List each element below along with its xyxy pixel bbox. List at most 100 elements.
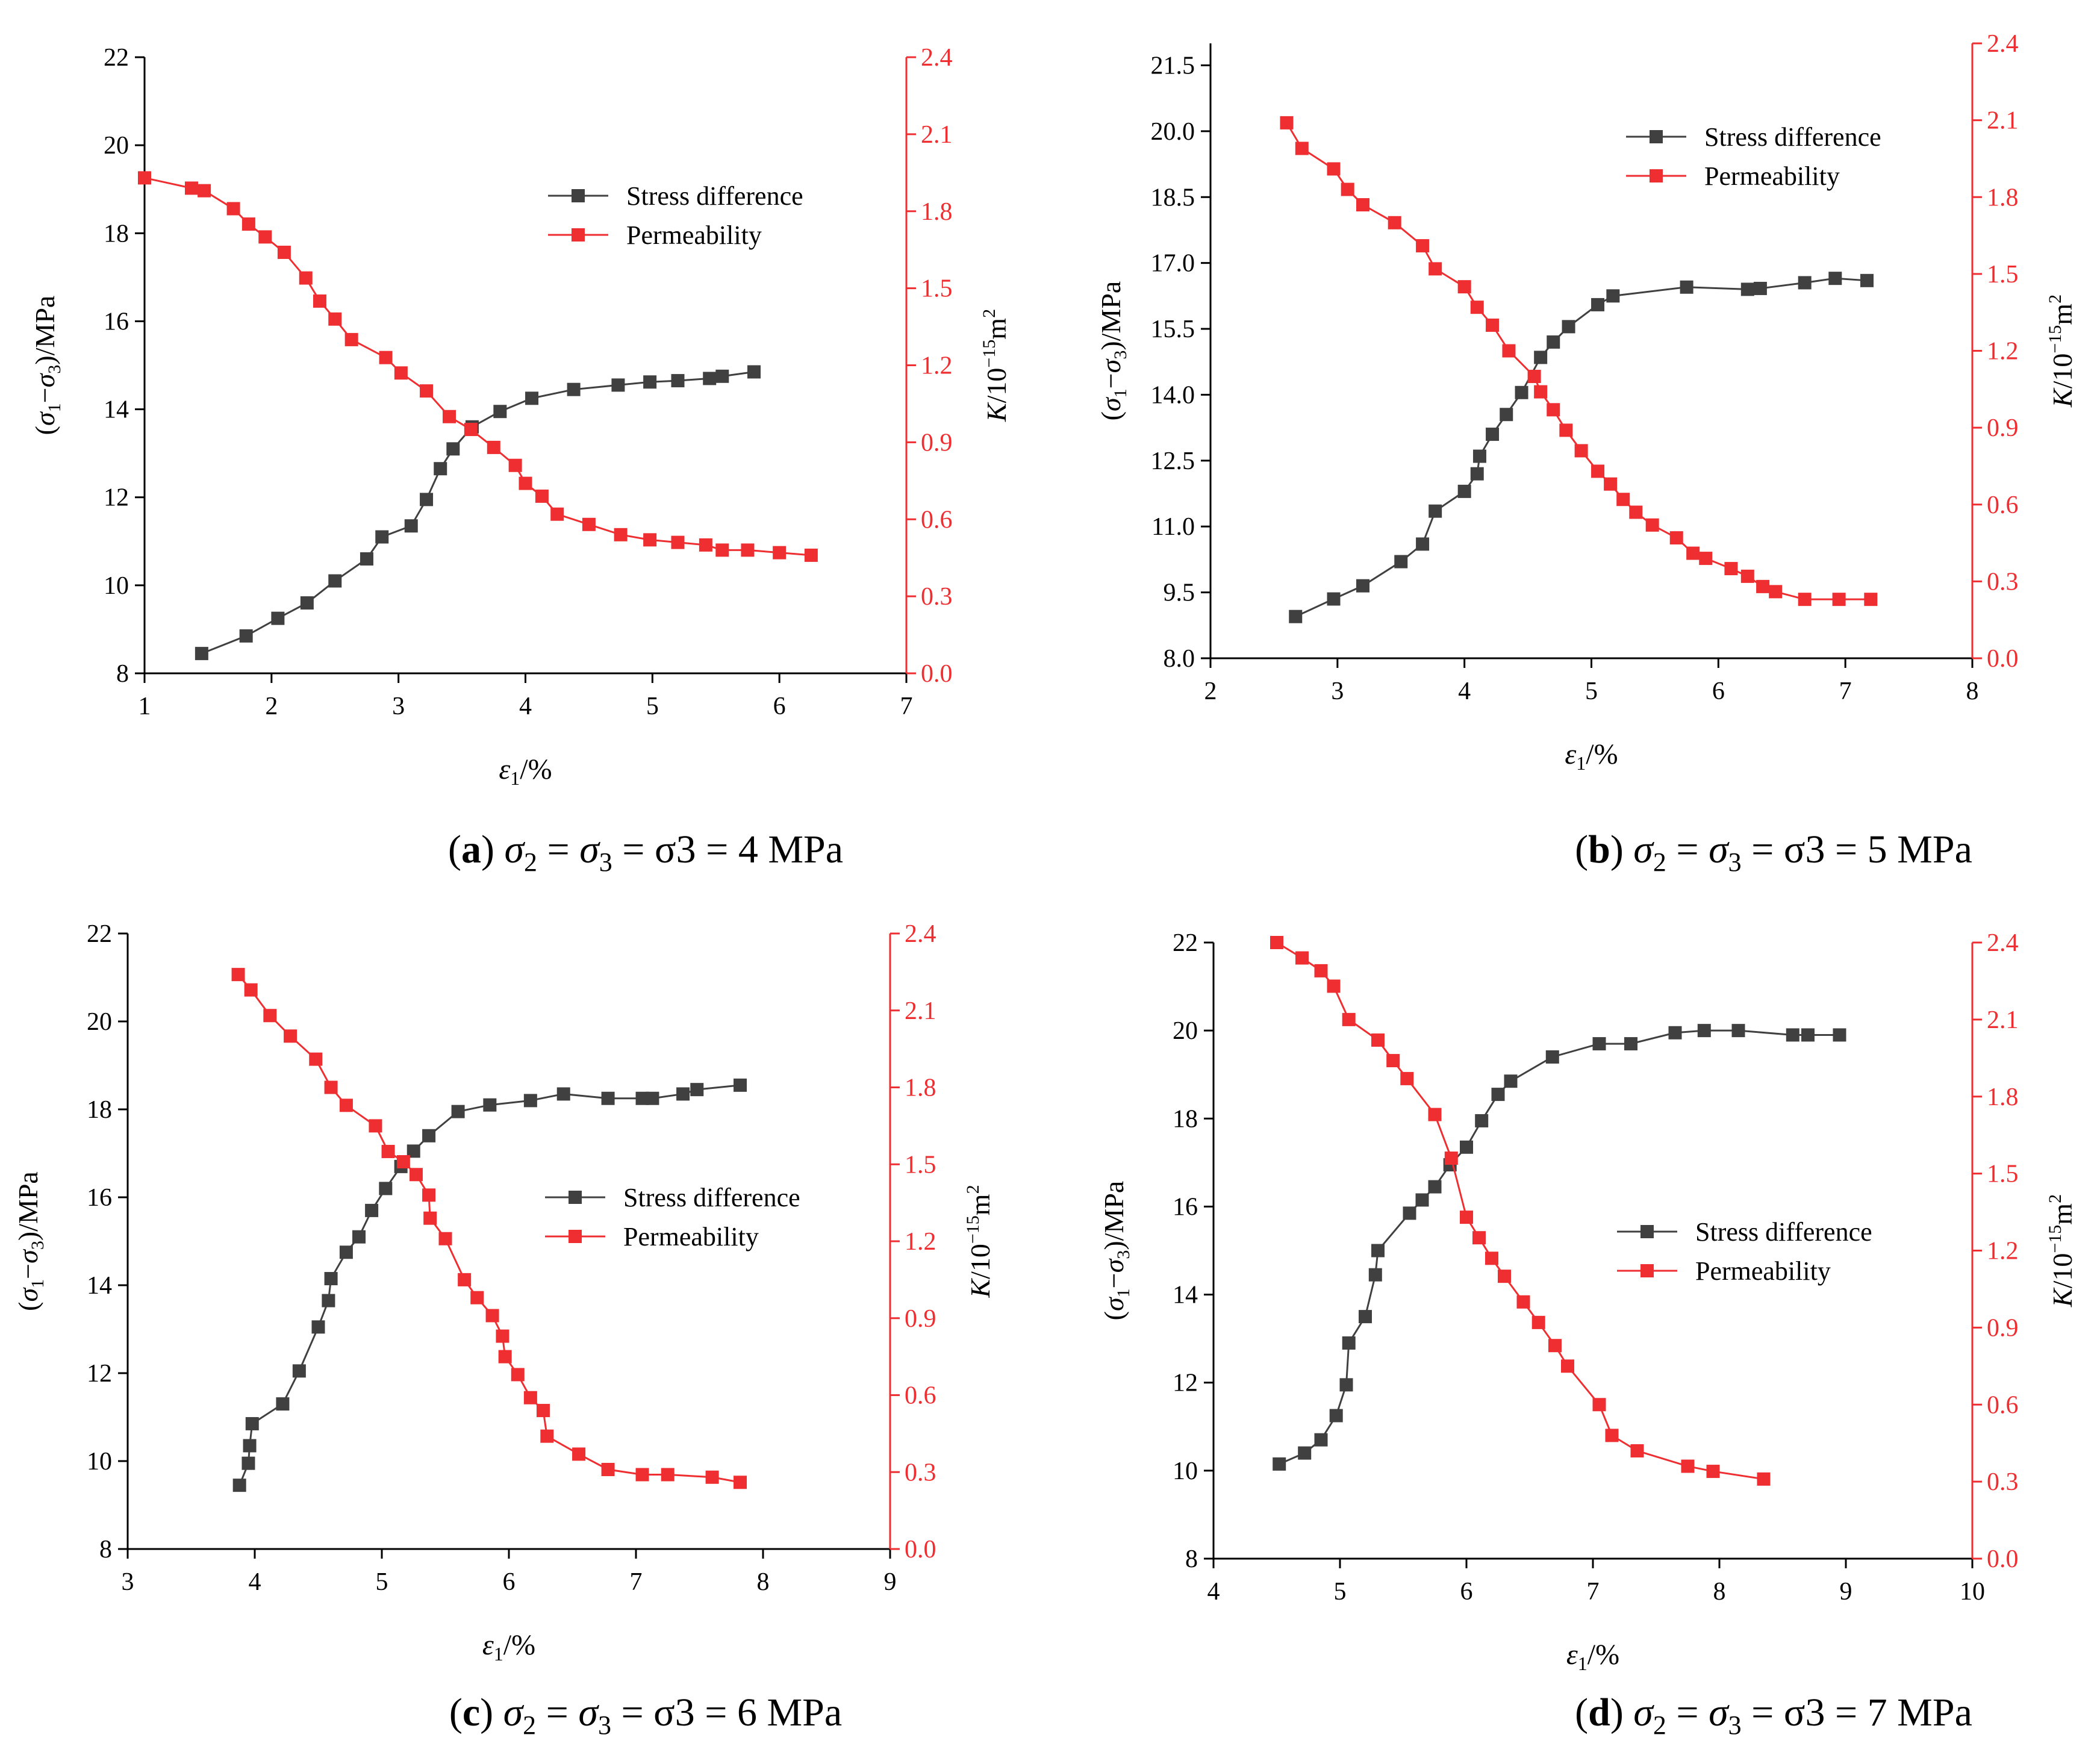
right-axis-title: K/10−15m2: [2045, 1194, 2078, 1308]
right-tick-label: 2.4: [1987, 929, 2019, 957]
permeability-point: [1592, 1398, 1606, 1412]
permeability-point: [1460, 1211, 1473, 1224]
permeability-point: [1681, 1459, 1695, 1473]
permeability-point: [540, 1429, 554, 1443]
left-tick-label: 16: [87, 1184, 112, 1212]
left-axis-title: (σ1−σ3)/MPa: [1098, 1181, 1133, 1321]
permeability-point: [1798, 593, 1812, 606]
left-tick-label: 14: [87, 1272, 112, 1300]
stress-point: [1371, 1244, 1385, 1258]
stress-point: [567, 382, 581, 396]
left-tick-label: 11.0: [1151, 513, 1195, 541]
stress-point: [407, 1144, 420, 1158]
stress-series-line: [238, 1084, 741, 1486]
stress-point: [365, 1203, 379, 1217]
stress-point: [1327, 592, 1341, 606]
right-tick-label: 0.3: [1987, 568, 2019, 596]
permeability-point: [1645, 518, 1659, 532]
right-tick-label: 1.5: [921, 275, 953, 303]
left-tick-label: 18: [87, 1096, 112, 1124]
permeability-point: [198, 184, 211, 198]
permeability-point: [1629, 505, 1643, 519]
legend-marker: [572, 228, 585, 242]
left-tick-label: 10: [1173, 1457, 1198, 1485]
permeability-point: [536, 1404, 550, 1418]
x-tick-label: 3: [122, 1568, 134, 1596]
stress-point: [1786, 1028, 1799, 1042]
permeability-point: [1534, 385, 1548, 399]
permeability-point: [1280, 116, 1294, 129]
panel-caption: (d) σ2 = σ3 = σ3 = 7 MPa: [1575, 1691, 1972, 1740]
left-tick-label: 20: [1173, 1017, 1198, 1045]
stress-point: [271, 611, 285, 625]
left-tick-label: 18: [1173, 1105, 1198, 1133]
stress-point: [703, 372, 717, 385]
permeability-point: [1498, 1270, 1511, 1283]
permeability-point: [226, 202, 240, 216]
legend-label: Stress difference: [626, 181, 803, 211]
left-tick-label: 15.5: [1151, 316, 1195, 343]
x-tick-label: 6: [503, 1568, 516, 1596]
right-tick-label: 1.2: [921, 352, 953, 380]
stress-point: [1475, 1114, 1489, 1127]
right-tick-label: 0.3: [1987, 1468, 2019, 1496]
right-tick-label: 2.1: [905, 997, 936, 1025]
right-tick-label: 1.5: [1987, 1161, 2019, 1188]
stress-point: [1680, 280, 1693, 294]
stress-point: [601, 1091, 615, 1105]
stress-point: [676, 1087, 690, 1101]
x-axis-title: ε1/%: [1566, 1639, 1619, 1674]
permeability-point: [396, 1155, 410, 1168]
permeability-point: [1591, 464, 1605, 478]
stress-point: [1368, 1268, 1382, 1282]
stress-point: [1504, 1074, 1518, 1088]
right-tick-label: 0.9: [1987, 414, 2019, 442]
right-tick-label: 1.8: [1987, 1083, 2019, 1111]
permeability-point: [1630, 1444, 1644, 1457]
legend-label: Permeability: [626, 220, 762, 250]
right-tick-label: 2.1: [1987, 107, 2019, 135]
permeability-point: [299, 271, 313, 285]
permeability-point: [1548, 1339, 1562, 1353]
left-axis-title: (σ1−σ3)/MPa: [30, 296, 64, 435]
x-tick-label: 7: [1839, 678, 1852, 705]
legend-label: Stress difference: [1704, 122, 1881, 152]
left-tick-label: 22: [1173, 929, 1198, 957]
stress-point: [1753, 281, 1767, 295]
permeability-point: [1547, 403, 1560, 417]
stress-point: [1457, 484, 1471, 498]
x-tick-label: 3: [392, 693, 405, 720]
permeability-point: [1686, 546, 1700, 560]
stress-point: [690, 1083, 704, 1097]
legend-marker: [1650, 169, 1663, 182]
left-tick-label: 20.0: [1151, 118, 1195, 146]
x-tick-label: 6: [1712, 678, 1725, 705]
stress-point: [1314, 1433, 1328, 1447]
permeability-point: [464, 423, 478, 437]
permeability-point: [1356, 198, 1369, 212]
permeability-point: [699, 538, 712, 552]
permeability-point: [381, 1144, 395, 1158]
permeability-point: [328, 312, 342, 326]
legend-label: Permeability: [1704, 161, 1840, 191]
right-tick-label: 0.3: [921, 583, 953, 611]
x-axis-title: ε1/%: [1565, 738, 1618, 774]
right-axis-title: K/10−15m2: [2045, 295, 2078, 408]
stress-point: [352, 1230, 366, 1244]
permeability-point: [550, 507, 564, 521]
permeability-point: [1616, 493, 1630, 506]
stress-point: [1339, 1378, 1353, 1392]
permeability-point: [1342, 1012, 1356, 1026]
x-tick-label: 5: [646, 693, 659, 720]
left-tick-label: 10: [87, 1448, 112, 1476]
stress-point: [1515, 385, 1528, 399]
permeability-point: [284, 1029, 298, 1043]
left-tick-label: 12: [1173, 1370, 1198, 1397]
right-tick-label: 1.8: [1987, 184, 2019, 211]
right-axis-title: K/10−15m2: [963, 1185, 995, 1298]
left-tick-label: 20: [87, 1008, 112, 1036]
right-tick-label: 2.4: [905, 920, 936, 948]
permeability-point: [1756, 579, 1770, 593]
stress-point: [451, 1105, 465, 1118]
stress-point: [483, 1098, 497, 1112]
